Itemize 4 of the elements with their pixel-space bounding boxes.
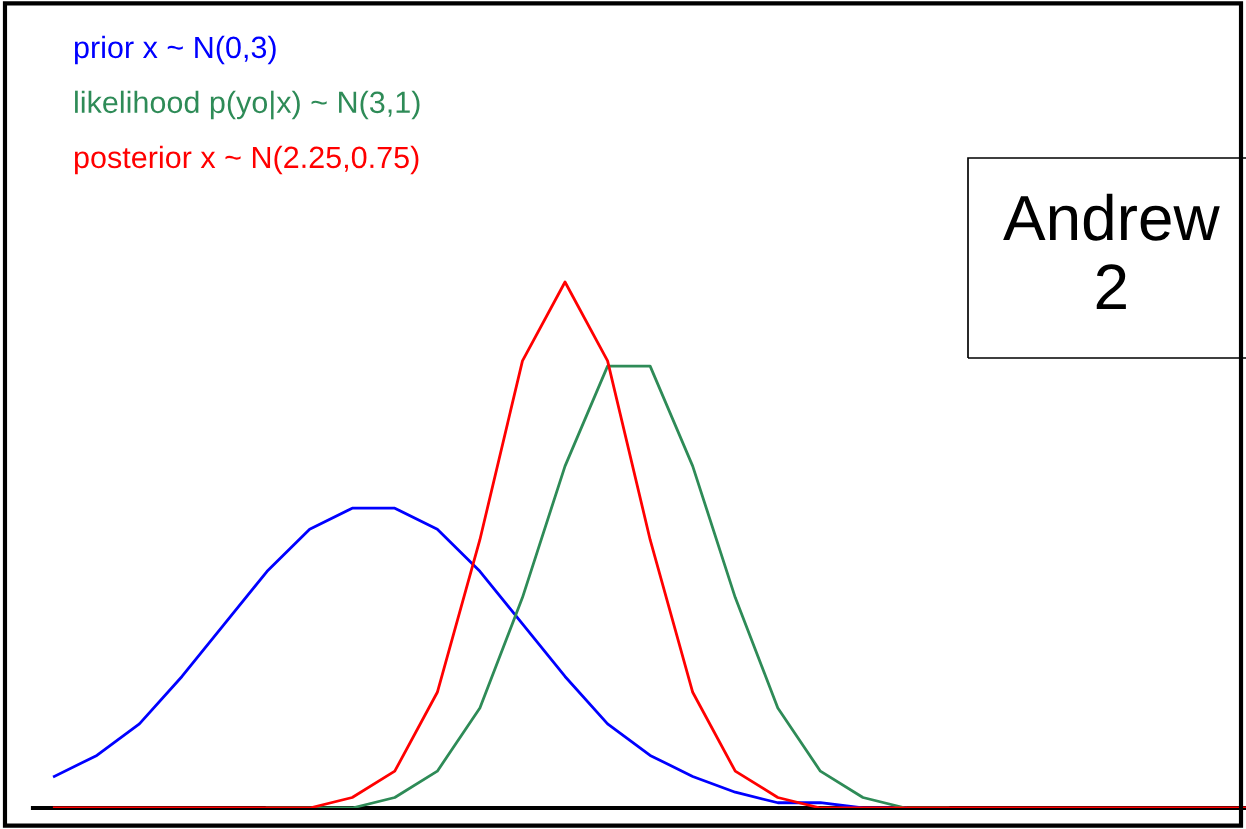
text: likelihood p(yo|x) ~ N(3,1) xyxy=(75,90,420,120)
text: prior x ~ N(0,3) xyxy=(74,35,276,65)
annotation: Andrew 2 xyxy=(1003,193,1220,309)
text: posterior x ~ N(2.25,0.75) xyxy=(74,145,419,175)
